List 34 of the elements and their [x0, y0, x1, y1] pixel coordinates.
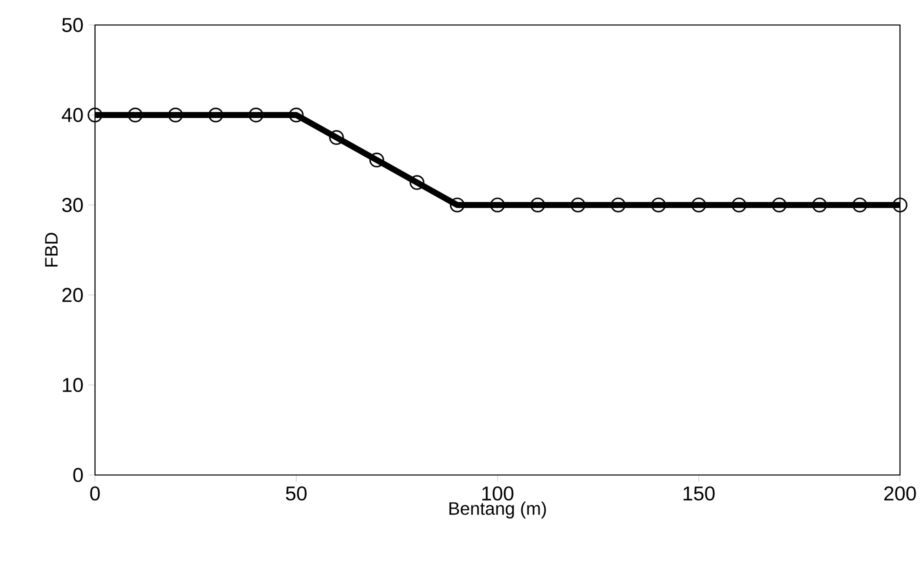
- point: [490, 198, 505, 212]
- point: [651, 198, 666, 212]
- point: [812, 198, 827, 212]
- point: [248, 108, 264, 122]
- y-tick-label: 0: [73, 468, 83, 482]
- y-tick-label: 10: [62, 378, 83, 392]
- point: [450, 198, 465, 212]
- x-tick-label: 100: [482, 486, 514, 501]
- point: [852, 198, 868, 212]
- point: [570, 198, 586, 212]
- point: [128, 108, 143, 122]
- point: [208, 108, 224, 122]
- point: [410, 175, 424, 190]
- point: [168, 108, 183, 122]
- x-axis-title: Bentang (m): [449, 502, 546, 518]
- point: [892, 198, 908, 212]
- point: [369, 152, 384, 168]
- y-axis-title: FBD: [45, 232, 58, 267]
- point: [610, 198, 626, 212]
- point: [88, 108, 102, 122]
- y-tick-label: 30: [62, 198, 83, 212]
- x-tick-label: 0: [90, 486, 100, 501]
- x-tick-label: 200: [884, 486, 916, 501]
- x-tick-label: 150: [684, 486, 715, 501]
- point: [732, 198, 746, 212]
- y-tick-label: 40: [62, 108, 83, 122]
- y-tick-label: 20: [62, 288, 83, 302]
- point: [772, 198, 787, 212]
- point: [329, 130, 344, 145]
- point: [288, 108, 304, 122]
- x-tick-label: 50: [286, 486, 307, 501]
- point: [530, 198, 546, 212]
- y-tick-label: 50: [62, 18, 83, 32]
- point: [691, 198, 706, 212]
